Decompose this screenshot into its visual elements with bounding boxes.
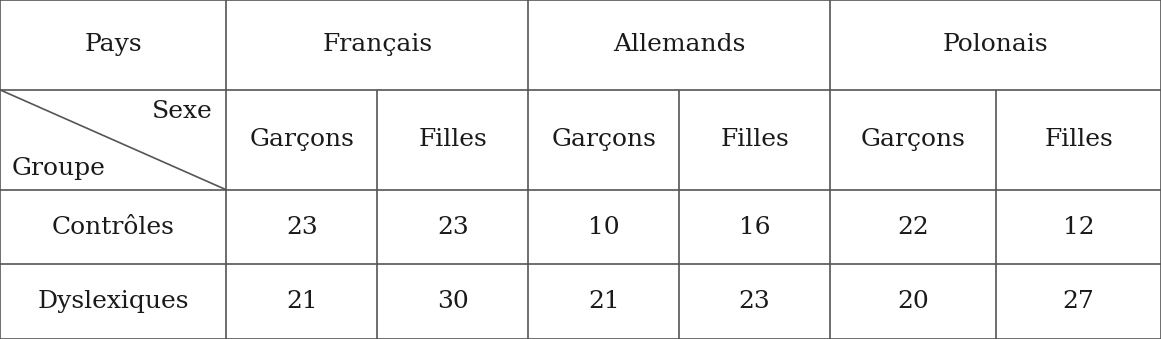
Text: Garçons: Garçons xyxy=(860,128,966,151)
Text: Français: Français xyxy=(323,34,432,56)
Text: Filles: Filles xyxy=(720,128,789,151)
Text: Contrôles: Contrôles xyxy=(52,216,174,239)
Text: Garçons: Garçons xyxy=(250,128,354,151)
Text: Sexe: Sexe xyxy=(152,100,212,123)
Text: 21: 21 xyxy=(587,290,620,313)
Text: 23: 23 xyxy=(437,216,469,239)
Text: Pays: Pays xyxy=(85,34,142,56)
Text: Polonais: Polonais xyxy=(943,34,1048,56)
Text: 30: 30 xyxy=(437,290,469,313)
Text: 20: 20 xyxy=(897,290,929,313)
Text: 12: 12 xyxy=(1062,216,1095,239)
Text: 23: 23 xyxy=(286,216,318,239)
Text: Dyslexiques: Dyslexiques xyxy=(37,290,189,313)
Text: 27: 27 xyxy=(1062,290,1095,313)
Text: 16: 16 xyxy=(738,216,771,239)
Text: 22: 22 xyxy=(897,216,929,239)
Text: Filles: Filles xyxy=(1044,128,1113,151)
Text: Filles: Filles xyxy=(418,128,488,151)
Text: 10: 10 xyxy=(587,216,620,239)
Text: 23: 23 xyxy=(738,290,771,313)
Text: Groupe: Groupe xyxy=(12,157,106,180)
Text: 21: 21 xyxy=(286,290,318,313)
Text: Garçons: Garçons xyxy=(551,128,656,151)
Text: Allemands: Allemands xyxy=(613,34,745,56)
